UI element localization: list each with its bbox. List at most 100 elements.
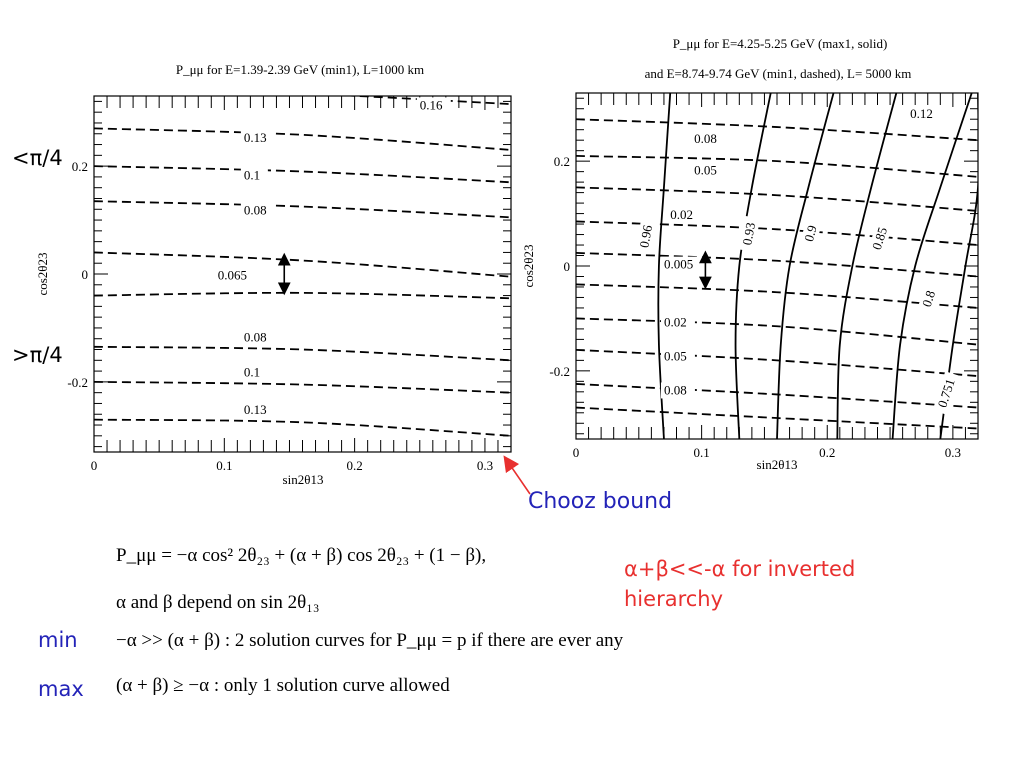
curve-label-bg	[660, 382, 695, 399]
dashed-curve-2	[576, 155, 978, 178]
y-tick-label: 0.2	[554, 154, 570, 169]
solid-curve-label: 0.751	[932, 371, 961, 416]
x-tick-label: 0.2	[347, 458, 363, 473]
dashed-curve-3	[576, 186, 978, 212]
x-axis-label: sin2θ13	[757, 457, 798, 472]
curve-label: 0.16	[420, 97, 443, 112]
solid-curve-label: 0.8	[917, 283, 941, 315]
dashed-curve-4	[94, 200, 511, 219]
solid-curve-3	[776, 93, 835, 439]
angle-below-pi4-label: <π/4	[12, 146, 63, 170]
dashed-curve-5	[94, 251, 511, 278]
min-label: min	[38, 628, 78, 652]
solid-label-text: 0.93	[739, 221, 758, 246]
equation-dependence: α and β depend on sin 2θ₁₃	[116, 592, 320, 613]
curve-label-bg	[416, 97, 451, 114]
y-axis-label: cos2θ23	[35, 252, 50, 295]
curve-label-bg	[240, 329, 275, 346]
inverted-hierarchy-note: α+β<<-α for inverted hierarchy	[624, 554, 855, 614]
x-tick-label: 0.1	[694, 445, 710, 460]
dashed-curve-8	[94, 380, 511, 394]
curve-label: 0.1	[244, 364, 260, 379]
solid-curve-1	[657, 93, 672, 439]
curve-label: 0.005	[664, 257, 693, 272]
curve-label: 0.1	[244, 168, 260, 183]
dashed-curve-5	[576, 251, 978, 278]
solid-label-bg	[932, 371, 961, 416]
x-tick-label: 0.1	[216, 458, 232, 473]
solid-label-text: 0.96	[636, 223, 655, 249]
curve-label-bg	[240, 364, 268, 381]
plot-area: 0.12 0.08 0.05 0.02 0.005 0.02 0.05 0.08 0.96 0.9…	[576, 93, 978, 439]
curve-label-bg	[240, 167, 268, 184]
curve-label: 0.02	[670, 207, 693, 222]
plot-frame	[93, 95, 512, 453]
curve-label-bg	[667, 206, 702, 223]
curve-label: 0.05	[664, 348, 687, 363]
curve-label: 0.08	[244, 203, 267, 218]
solid-curve-label: 0.85	[867, 219, 893, 258]
curve-label-bg	[660, 256, 702, 273]
dashed-curve-3	[94, 165, 511, 184]
solid-label-bg	[738, 215, 761, 252]
solid-label-bg	[799, 218, 823, 249]
curve-label-bg	[660, 348, 695, 365]
plot-title: P_μμ for E=4.25-5.25 GeV (max1, solid)	[673, 36, 888, 51]
curve-label-bg	[907, 106, 942, 123]
equation-min-case: −α >> (α + β) : 2 solution curves for P_…	[116, 630, 624, 651]
solid-label-bg	[635, 218, 658, 255]
curve-label: 0.065	[218, 267, 247, 282]
dashed-curve-6	[576, 283, 978, 309]
dashed-curve-4	[576, 220, 978, 246]
y-tick-label: 0	[82, 267, 89, 282]
x-tick-label: 0	[91, 458, 98, 473]
solid-label-text: 0.8	[919, 289, 938, 309]
solid-label-bg	[867, 219, 893, 258]
dashed-curve-1	[576, 118, 978, 142]
curve-label: 0.12	[910, 106, 933, 121]
curve-label: 0.08	[244, 329, 267, 344]
curve-label: 0.13	[244, 402, 267, 417]
curve-label: 0.08	[694, 131, 717, 146]
solid-curve-4	[836, 93, 898, 439]
x-axis-label: sin2θ13	[283, 472, 324, 487]
x-tick-label: 0	[573, 445, 580, 460]
y-tick-label: -0.2	[67, 375, 88, 390]
equation-pmumu: P_μμ = −α cos² 2θ₂₃ + (α + β) cos 2θ₂₃ +…	[116, 545, 487, 566]
curve-label-bg	[691, 162, 726, 179]
curve-label: 0.08	[664, 382, 687, 397]
dashed-curve-2	[94, 127, 511, 151]
plot-title: P_μμ for E=1.39-2.39 GeV (min1), L=1000 …	[176, 62, 424, 77]
y-axis-label: cos2θ23	[521, 244, 536, 287]
angle-above-pi4-label: >π/4	[12, 343, 63, 367]
plot-subtitle: and E=8.74-9.74 GeV (min1, dashed), L= 5…	[645, 66, 912, 81]
curve-label-bg	[660, 314, 695, 331]
solid-curve-label: 0.9	[799, 218, 823, 249]
curve-label: 0.13	[244, 130, 267, 145]
curve-label-bg	[240, 129, 275, 146]
dashed-curve-9	[94, 418, 511, 437]
y-tick-label: 0.2	[72, 159, 88, 174]
curve-label-bg	[214, 267, 256, 284]
dashed-curve-7	[576, 317, 978, 346]
chooz-bound-label: Chooz bound	[528, 489, 673, 514]
curve-label: 0.02	[664, 314, 687, 329]
solid-label-text: 0.85	[869, 225, 890, 251]
dashed-curve-1	[340, 96, 511, 105]
x-tick-label: 0.3	[945, 445, 961, 460]
solid-curve-2	[734, 93, 772, 439]
curve-label-bg	[240, 202, 275, 219]
curve-label-bg	[691, 130, 726, 147]
x-tick-label: 0.3	[477, 458, 493, 473]
note-line-2: hierarchy	[624, 587, 724, 611]
note-line-1: α+β<<-α for inverted	[624, 557, 856, 581]
dashed-curve-6	[94, 291, 511, 300]
curve-label-bg	[240, 402, 275, 419]
y-tick-label: 0	[564, 259, 571, 274]
plot-area: 0.16 0.13 0.1 0.08 0.065 0.08 0.1 0.13	[94, 96, 511, 437]
chooz-pointer-arrow	[503, 455, 531, 495]
x-tick-label: 0.2	[819, 445, 835, 460]
solid-label-bg	[917, 283, 941, 315]
plot-2: 0 0.1 0.2 0.3 -0.2 0 0.2 sin2θ13 cos2θ23 P_μμ for…	[521, 36, 979, 472]
